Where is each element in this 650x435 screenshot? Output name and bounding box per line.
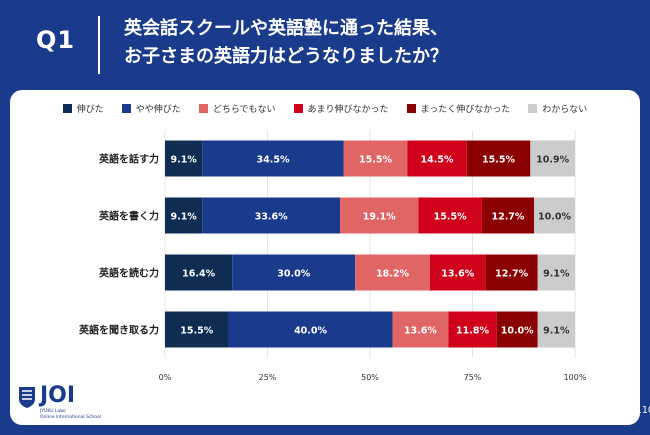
data-label: 40.0% xyxy=(294,326,327,337)
data-label: 13.6% xyxy=(441,269,474,280)
bar-segment xyxy=(355,254,430,291)
bar-segment xyxy=(537,254,575,291)
header: Q1 英会話スクールや英語塾に通った結果、 お子さまの英語力はどうなりましたか？ xyxy=(0,0,650,88)
chart-legend: 伸びた やや伸びた どちらでもない あまり伸びなかった まったく伸びなかった わからない xyxy=(10,100,640,116)
logo-sub-line2: Online International School xyxy=(40,415,102,420)
data-label: 9.1% xyxy=(543,269,570,280)
data-label: 19.1% xyxy=(363,212,396,223)
category-label: 英語を読む力 xyxy=(98,267,159,280)
data-label: 9.1% xyxy=(170,155,197,166)
legend-item: どちらでもない xyxy=(198,102,276,115)
data-label: 15.5% xyxy=(359,155,392,166)
data-label: 14.5% xyxy=(421,155,454,166)
x-tick-label: 25% xyxy=(259,373,277,382)
bar-segment xyxy=(165,140,203,177)
bar-segment xyxy=(202,197,341,234)
data-label: 34.5% xyxy=(257,155,290,166)
data-label: 15.5% xyxy=(434,212,467,223)
legend-label: わからない xyxy=(542,104,588,115)
bar-segment xyxy=(530,140,575,177)
data-label: 13.6% xyxy=(404,326,437,337)
bar-segment xyxy=(165,311,229,348)
bar-segment xyxy=(496,311,538,348)
category-label: 英語を聞き取る力 xyxy=(78,324,159,337)
data-label: 15.5% xyxy=(180,326,213,337)
data-label: 33.6% xyxy=(255,212,288,223)
data-label: 11.8% xyxy=(456,326,489,337)
x-tick-label: 75% xyxy=(464,373,482,382)
legend-swatch xyxy=(198,103,208,113)
category-label: 英語を話す力 xyxy=(98,153,159,166)
legend-label: やや伸びた xyxy=(135,104,181,115)
legend-label: まったく伸びなかった xyxy=(420,104,511,115)
header-divider xyxy=(98,16,100,74)
bar-segment xyxy=(481,197,534,234)
logo-sub-line1: JYUKU Labo xyxy=(40,409,66,414)
bar-segment xyxy=(429,254,486,291)
legend-item: あまり伸びなかった xyxy=(293,102,389,115)
data-label: 9.1% xyxy=(543,326,570,337)
legend-swatch xyxy=(406,103,416,113)
legend-swatch xyxy=(121,103,131,113)
logo-text: JOI xyxy=(40,383,76,408)
question-title: 英会話スクールや英語塾に通った結果、 お子さまの英語力はどうなりましたか？ xyxy=(124,15,624,71)
category-label: 英語を書く力 xyxy=(98,210,159,223)
bar-segment xyxy=(407,140,467,177)
bar-segment xyxy=(466,140,531,177)
x-tick-label: 50% xyxy=(361,373,379,382)
data-label: 18.2% xyxy=(376,269,409,280)
logo-subtext: JYUKU Labo Online International School xyxy=(40,409,101,421)
bar-segment xyxy=(392,311,449,348)
data-label: 9.1% xyxy=(170,212,197,223)
x-tick-label: 0% xyxy=(159,373,172,382)
bar-segment xyxy=(340,197,419,234)
data-label: 10.0% xyxy=(501,326,534,337)
stacked-bar-chart: 0% 25% 50% 75% 100% 英語を話す力 9.1% 34.5% 15.5% 14.5%… xyxy=(78,130,587,382)
legend-item: わからない xyxy=(528,102,587,115)
bar-segment xyxy=(202,140,344,177)
data-label: 15.5% xyxy=(482,155,515,166)
bar-segment xyxy=(448,311,497,348)
data-label: 10.9% xyxy=(536,155,569,166)
data-label: 10.0% xyxy=(538,212,571,223)
legend-swatch xyxy=(62,103,72,113)
chart-card: 伸びた やや伸びた どちらでもない あまり伸びなかった まったく伸びなかった わからない … xyxy=(10,90,640,425)
bar-segment xyxy=(537,311,575,348)
bar-segment xyxy=(228,311,393,348)
bar-segment xyxy=(343,140,408,177)
question-title-line2: お子さまの英語力はどうなりましたか？ xyxy=(124,46,448,67)
bar-segment xyxy=(534,197,575,234)
question-title-line1: 英会話スクールや英語塾に通った結果、 xyxy=(124,18,448,39)
question-label: Q1 xyxy=(36,26,76,54)
footer-note: 英会話スクールに関する調査_子どもが英会話スクールや英語塾に通っているまたは通っ… xyxy=(105,405,650,416)
legend-item: まったく伸びなかった xyxy=(406,102,511,115)
x-tick-label: 100% xyxy=(564,373,587,382)
legend-label: 伸びた xyxy=(76,104,104,115)
bar-segment xyxy=(232,254,356,291)
bar-segment xyxy=(165,197,203,234)
data-label: 30.0% xyxy=(277,269,310,280)
legend-swatch xyxy=(528,103,538,113)
bar-segment xyxy=(165,254,233,291)
legend-item: やや伸びた xyxy=(121,102,181,115)
data-label: 12.7% xyxy=(491,212,524,223)
legend-swatch xyxy=(293,103,303,113)
legend-label: どちらでもない xyxy=(212,104,276,115)
data-label: 12.7% xyxy=(495,269,528,280)
legend-label: あまり伸びなかった xyxy=(307,104,389,115)
logo-emblem-icon xyxy=(19,387,35,408)
bar-segment xyxy=(485,254,538,291)
legend-item: 伸びた xyxy=(62,102,104,115)
data-label: 16.4% xyxy=(182,269,215,280)
bar-segment xyxy=(418,197,482,234)
